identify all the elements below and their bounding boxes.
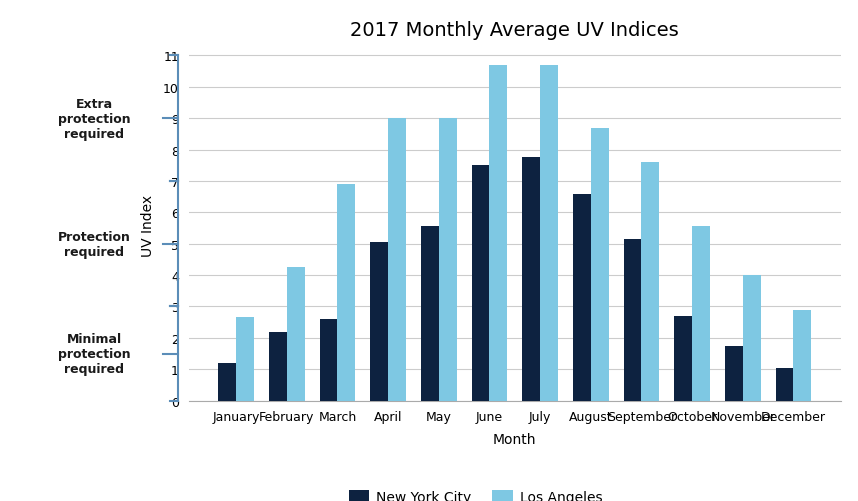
Bar (692, 227, 710, 401)
Bar (320, 320, 337, 401)
Bar (219, 363, 236, 401)
Text: Extra
protection
required: Extra protection required (58, 98, 130, 140)
Bar (642, 163, 659, 401)
Bar (438, 119, 456, 401)
Bar (388, 119, 406, 401)
Bar (269, 332, 287, 401)
Bar (489, 66, 507, 401)
Bar (337, 185, 355, 401)
Bar (236, 318, 254, 401)
Text: Minimal
protection
required: Minimal protection required (58, 332, 130, 375)
Bar (725, 346, 743, 401)
Bar (776, 368, 794, 401)
Bar (541, 66, 558, 401)
Title: 2017 Monthly Average UV Indices: 2017 Monthly Average UV Indices (350, 21, 680, 40)
Legend: New York City, Los Angeles: New York City, Los Angeles (343, 485, 608, 501)
Bar (674, 316, 692, 401)
Bar (523, 158, 541, 401)
Bar (573, 194, 591, 401)
Bar (794, 310, 811, 401)
Bar (743, 276, 760, 401)
Bar (371, 242, 388, 401)
Bar (591, 128, 608, 401)
Bar (287, 268, 305, 401)
Text: Protection
required: Protection required (58, 230, 130, 258)
Bar (421, 227, 438, 401)
X-axis label: Month: Month (493, 432, 536, 446)
Bar (472, 166, 489, 401)
Y-axis label: UV Index: UV Index (141, 194, 154, 257)
Bar (624, 239, 642, 401)
